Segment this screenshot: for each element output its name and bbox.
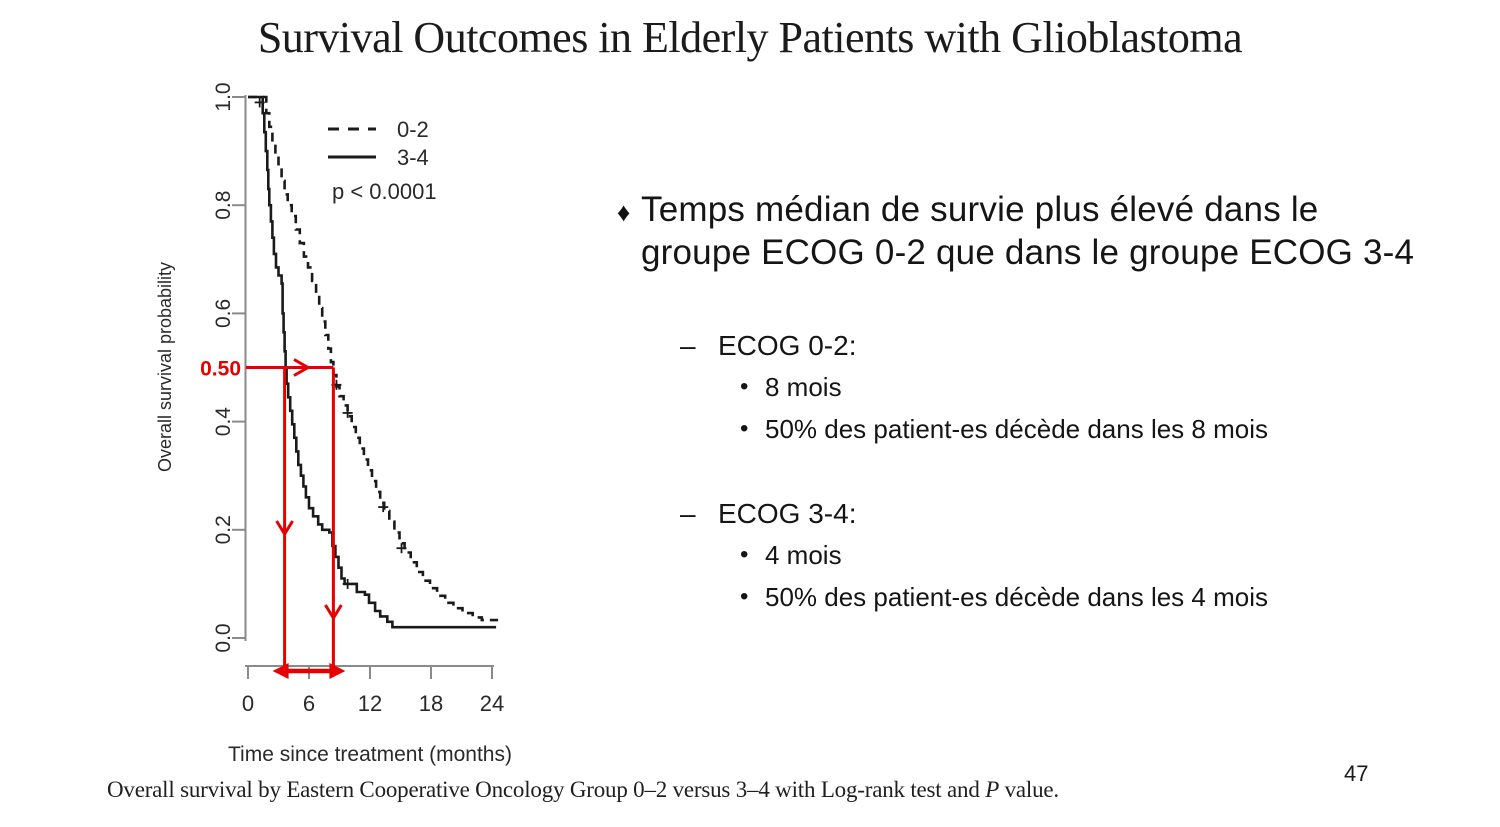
diamond-bullet-icon: ♦ bbox=[617, 197, 631, 227]
caption-text-end: value. bbox=[999, 777, 1060, 802]
list-item-text: 50% des patient-es décède dans les 4 moi… bbox=[765, 582, 1268, 612]
caption-text: Overall survival by Eastern Cooperative … bbox=[107, 777, 986, 802]
page-number: 47 bbox=[1344, 761, 1369, 786]
dot-bullet-icon: • bbox=[740, 541, 749, 568]
svg-text:0-2: 0-2 bbox=[397, 117, 429, 142]
km-survival-plot: 0.0 0.2 0.4 0.6 0.8 1.0 Overall survival proba… bbox=[155, 82, 512, 766]
dot-bullet-icon: • bbox=[740, 415, 749, 442]
svg-text:0.8: 0.8 bbox=[212, 191, 235, 220]
page-title: Survival Outcomes in Elderly Patients wi… bbox=[257, 13, 1243, 62]
group-label-row: – ECOG 0-2: bbox=[680, 326, 1500, 366]
bullet-group-ecog-3-4: – ECOG 3-4: • 4 mois • 50% des patient-e… bbox=[680, 494, 1500, 618]
main-bullet-line-2: groupe ECOG 0-2 que dans le groupe ECOG … bbox=[641, 233, 1415, 272]
svg-text:0.0: 0.0 bbox=[212, 623, 235, 652]
caption-italic-p: P bbox=[985, 777, 1000, 802]
list-item: • 50% des patient-es décède dans les 8 m… bbox=[680, 408, 1500, 450]
main-bullet-line-1: Temps médian de survie plus élevé dans l… bbox=[641, 190, 1319, 229]
svg-text:0: 0 bbox=[242, 691, 254, 716]
svg-text:12: 12 bbox=[358, 691, 382, 716]
svg-text:24: 24 bbox=[480, 691, 504, 716]
list-item-text: 4 mois bbox=[765, 540, 842, 570]
dash-bullet-icon: – bbox=[680, 330, 696, 361]
svg-text:Time since treatment (months): Time since treatment (months) bbox=[228, 743, 512, 766]
list-item: • 50% des patient-es décède dans les 4 m… bbox=[680, 576, 1500, 618]
list-item: • 4 mois bbox=[680, 534, 1500, 576]
main-bullet: Temps médian de survie plus élevé dans l… bbox=[641, 188, 1461, 274]
list-item: • 8 mois bbox=[680, 366, 1500, 408]
list-item-text: 8 mois bbox=[765, 372, 842, 402]
dot-bullet-icon: • bbox=[740, 583, 749, 610]
svg-text:0.50: 0.50 bbox=[200, 358, 241, 381]
svg-text:0.4: 0.4 bbox=[212, 407, 235, 437]
svg-text:18: 18 bbox=[419, 691, 443, 716]
figure-caption: Overall survival by Eastern Cooperative … bbox=[107, 777, 1207, 803]
svg-text:0.2: 0.2 bbox=[212, 515, 235, 544]
dash-bullet-icon: – bbox=[680, 498, 696, 529]
svg-text:p < 0.0001: p < 0.0001 bbox=[332, 179, 437, 204]
dot-bullet-icon: • bbox=[740, 373, 749, 400]
bullet-groups: – ECOG 0-2: • 8 mois • 50% des patient-e… bbox=[680, 326, 1500, 618]
svg-text:Overall survival probability: Overall survival probability bbox=[155, 262, 175, 472]
list-item-text: 50% des patient-es décède dans les 8 moi… bbox=[765, 414, 1268, 444]
group-label-row: – ECOG 3-4: bbox=[680, 494, 1500, 534]
svg-text:3-4: 3-4 bbox=[397, 145, 429, 170]
km-chart: 0.0 0.2 0.4 0.6 0.8 1.0 Overall survival proba… bbox=[95, 75, 575, 787]
group-label: ECOG 0-2: bbox=[718, 330, 857, 361]
svg-text:0.6: 0.6 bbox=[212, 299, 235, 328]
group-label: ECOG 3-4: bbox=[718, 498, 857, 529]
svg-text:1.0: 1.0 bbox=[212, 82, 235, 111]
bullet-group-ecog-0-2: – ECOG 0-2: • 8 mois • 50% des patient-e… bbox=[680, 326, 1500, 450]
svg-text:6: 6 bbox=[303, 691, 315, 716]
